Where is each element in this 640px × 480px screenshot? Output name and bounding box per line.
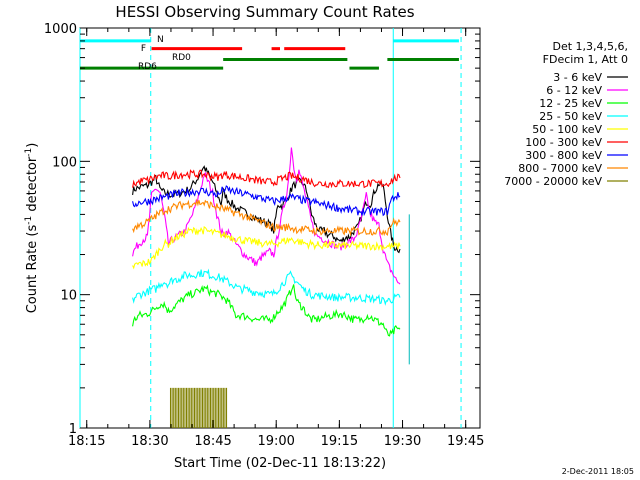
flag-rd6-label: RD6 — [138, 62, 157, 72]
legend-label-2: 12 - 25 keV — [539, 97, 602, 110]
y-tick-label-0: 1 — [69, 422, 77, 437]
series-line-3 — [132, 268, 401, 306]
legend-header-line-2: FDecim 1, Att 0 — [543, 53, 628, 66]
series-line-6 — [132, 185, 401, 217]
legend-label-7: 800 - 7000 keV — [518, 162, 602, 175]
y-axis-label-sup1: -1 — [24, 216, 34, 225]
legend-label-6: 300 - 800 keV — [525, 149, 602, 162]
series-line-5 — [132, 169, 401, 189]
y-tick-label-2: 100 — [52, 155, 77, 170]
y-axis-label-sup2: -1 — [24, 148, 34, 157]
x-tick-label-4: 19:15 — [321, 434, 358, 449]
series-line-1 — [132, 147, 401, 285]
legend-label-0: 3 - 6 keV — [553, 71, 602, 84]
y-axis-label-end: ) — [25, 143, 40, 148]
y-axis-label-mid: detector — [25, 156, 40, 216]
legend-label-3: 25 - 50 keV — [539, 110, 602, 123]
legend-header-line-1: Det 1,3,4,5,6, — [552, 40, 628, 53]
legend-label-1: 6 - 12 keV — [546, 84, 602, 97]
x-tick-label-2: 18:45 — [194, 434, 231, 449]
x-axis-label: Start Time (02-Dec-11 18:13:22) — [174, 456, 386, 471]
y-axis-label: Count Rate (s-1 detector-1) — [24, 143, 40, 314]
legend: Det 1,3,4,5,6, FDecim 1, Att 0 3 - 6 keV… — [504, 40, 628, 188]
legend-label-4: 50 - 100 keV — [532, 123, 602, 136]
x-tick-label-1: 18:30 — [131, 434, 168, 449]
series-line-4 — [132, 225, 401, 270]
legend-label-5: 100 - 300 keV — [525, 136, 602, 149]
y-tick-label-3: 1000 — [44, 22, 77, 37]
x-tick-label-0: 18:15 — [68, 434, 105, 449]
date-stamp: 2-Dec-2011 18:05 — [562, 467, 634, 476]
legend-label-8: 7000 - 20000 keV — [504, 175, 602, 188]
y-tick-label-1: 10 — [60, 289, 77, 304]
series-line-0 — [132, 165, 401, 254]
flag-n-label: N — [157, 35, 164, 45]
series-line-2 — [132, 284, 401, 337]
chart-title: HESSI Observing Summary Count Rates — [115, 3, 414, 21]
y-axis-label-main: Count Rate (s — [25, 225, 40, 314]
x-tick-label-3: 19:00 — [257, 434, 294, 449]
x-tick-label-6: 19:45 — [447, 434, 484, 449]
series-line-7 — [132, 198, 401, 237]
flag-rd0-label: RD0 — [172, 53, 191, 63]
x-tick-label-5: 19:30 — [384, 434, 421, 449]
flag-f-label: F — [141, 44, 146, 54]
